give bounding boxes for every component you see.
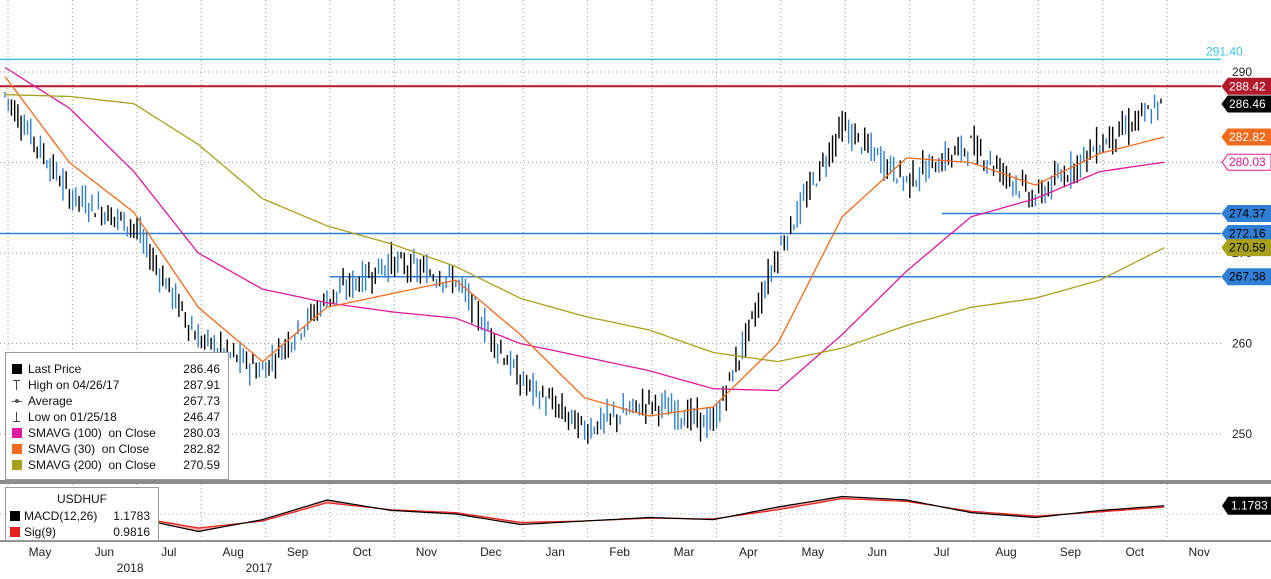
x-tick-label: Mar (674, 545, 695, 559)
price-tag: 270.59 (1221, 239, 1271, 257)
x-tick-label: May (29, 545, 52, 559)
legend-high: High on 04/26/17 287.91 (6, 377, 228, 393)
signal-label: Sig(9) (24, 525, 57, 539)
price-tag: 280.03 (1221, 153, 1271, 171)
legend-label: Low on 01/25/18 (28, 410, 117, 424)
x-tick-label: Sep (1060, 545, 1082, 559)
price-tag: 274.37 (1221, 204, 1271, 222)
legend-sma100: SMAVG (100) on Close 280.03 (6, 425, 228, 441)
x-tick-label: Aug (995, 545, 1016, 559)
legend-macd: MACD(12,26) 1.1783 (6, 508, 158, 524)
legend-label: SMAVG (30) on Close (28, 442, 150, 456)
x-tick-label: Nov (1189, 545, 1210, 559)
price-tag-label: 286.46 (1229, 97, 1266, 111)
legend-low: Low on 01/25/18 246.47 (6, 409, 228, 425)
macd-value: 1.1783 (113, 509, 150, 523)
x-tick-label: Jun (868, 545, 887, 559)
macd-swatch (10, 511, 20, 521)
legend-signal: Sig(9) 0.9816 (6, 524, 158, 540)
level-label-text: 291.40 (1206, 44, 1243, 58)
price-legend: Last Price 286.46 High on 04/26/17 287.9… (5, 352, 229, 480)
panel-separator (0, 480, 1271, 484)
x-tick-label: Nov (416, 545, 437, 559)
high-marker-icon (12, 380, 22, 390)
legend-label: Last Price (28, 362, 82, 376)
price-tag: 288.42 (1221, 77, 1271, 95)
macd-tag-label: 1.1783 (1231, 499, 1268, 513)
x-tick-label: Jun (95, 545, 114, 559)
legend-label: SMAVG (100) on Close (28, 426, 156, 440)
legend-label: Average (28, 394, 73, 408)
y-tick-label: 250 (1232, 427, 1252, 441)
legend-label: High on 04/26/17 (28, 378, 120, 392)
legend-sma200: SMAVG (200) on Close 270.59 (6, 457, 228, 473)
x-tick-label: Aug (223, 545, 244, 559)
price-tag: 286.46 (1221, 95, 1271, 113)
legend-value: 282.82 (183, 442, 220, 456)
x-tick-label: Oct (1125, 545, 1144, 559)
sma100-swatch (12, 428, 22, 438)
legend-value: 270.59 (183, 458, 220, 472)
price-tag: 282.82 (1221, 128, 1271, 146)
legend-value: 246.47 (183, 410, 220, 424)
legend-value: 286.46 (183, 362, 220, 376)
sma30-swatch (12, 444, 22, 454)
x-tick-label: Jul (161, 545, 176, 559)
price-tag-label: 282.82 (1229, 130, 1266, 144)
signal-value: 0.9816 (113, 525, 150, 539)
legend-label: SMAVG (200) on Close (28, 458, 156, 472)
macd-title: USDHUF (57, 492, 107, 506)
x-tick-label: May (801, 545, 824, 559)
x-tick-label: Feb (609, 545, 630, 559)
x-tick-label: Jul (934, 545, 949, 559)
legend-value: 267.73 (183, 394, 220, 408)
legend-sma30: SMAVG (30) on Close 282.82 (6, 441, 228, 457)
macd-legend: USDHUF MACD(12,26) 1.1783 Sig(9) 0.9816 (5, 487, 159, 541)
low-marker-icon (12, 412, 22, 422)
price-tag-label: 267.38 (1229, 270, 1266, 284)
price-tag: 267.38 (1221, 268, 1271, 286)
signal-line (4, 497, 1165, 529)
y-tick-label: 260 (1232, 337, 1252, 351)
moving-average-line (4, 66, 1165, 392)
x-tick-label: Oct (353, 545, 372, 559)
sma200-swatch (12, 460, 22, 470)
x-tick-label: Jan (546, 545, 565, 559)
legend-average: Average 267.73 (6, 393, 228, 409)
legend-value: 287.91 (183, 378, 220, 392)
year-label: 2018 (117, 561, 144, 575)
macd-tag (1222, 496, 1271, 515)
x-tick-label: Sep (287, 545, 309, 559)
average-marker-icon (12, 396, 22, 406)
price-bars (4, 91, 1162, 444)
signal-swatch (10, 527, 20, 537)
price-tag-label: 274.37 (1229, 206, 1266, 220)
legend-last-price: Last Price 286.46 (6, 361, 228, 377)
x-tick-label: Dec (480, 545, 501, 559)
price-tag-label: 288.42 (1229, 79, 1266, 93)
year-label: 2017 (246, 561, 273, 575)
price-tag-label: 280.03 (1229, 155, 1266, 169)
macd-line (4, 495, 1165, 533)
moving-average-line (4, 76, 1165, 417)
price-tag-label: 272.16 (1229, 226, 1266, 240)
y-tick-label: 290 (1232, 65, 1252, 79)
x-tick-label: Apr (739, 545, 758, 559)
last-price-swatch (12, 364, 22, 374)
legend-value: 280.03 (183, 426, 220, 440)
price-tag: 272.16 (1221, 224, 1271, 242)
macd-label: MACD(12,26) (24, 509, 98, 523)
moving-average-line (4, 93, 1165, 363)
price-tag-label: 270.59 (1229, 241, 1266, 255)
